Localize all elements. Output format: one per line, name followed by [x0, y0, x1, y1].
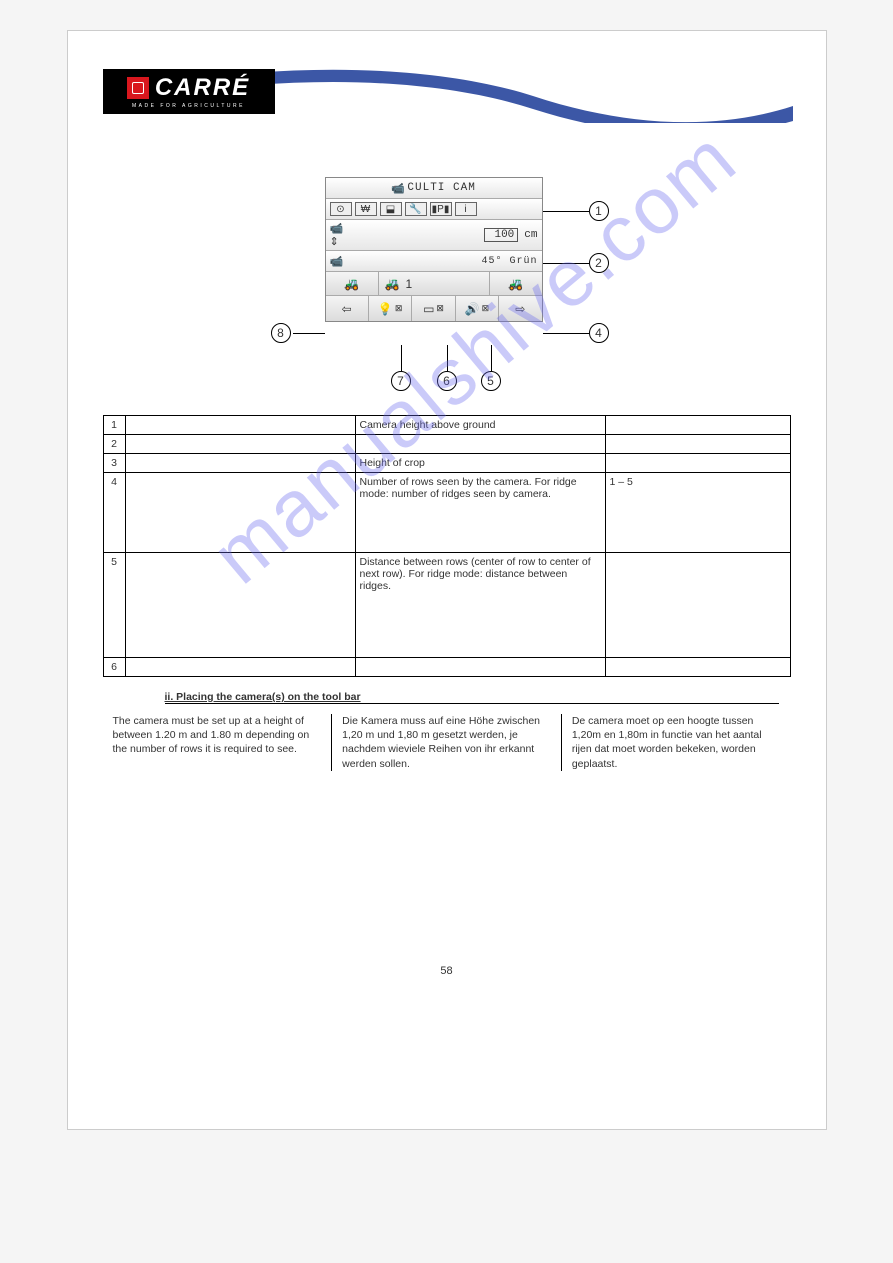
parameter-table: 1 Camera height above ground 2 3 Height …: [103, 415, 791, 677]
count-cell: 🚜 1: [379, 272, 490, 295]
toolbar-icon: 🔧: [405, 202, 427, 216]
cell-desc: Height of crop: [355, 454, 605, 473]
col-de-text: Die Kamera muss auf eine Höhe zwischen 1…: [342, 714, 551, 771]
cell-idx: 1: [103, 416, 125, 435]
table-row: 2: [103, 435, 790, 454]
cell-idx: 5: [103, 553, 125, 658]
screen-color-row: 📹 45° Grün: [326, 251, 542, 272]
cell-name: [125, 473, 355, 553]
logo-tagline: MADE FOR AGRICULTURE: [132, 103, 245, 109]
height-unit: cm: [524, 229, 537, 241]
toolbar-icon: ⊙: [330, 202, 352, 216]
col-en: The camera must be set up at a height of…: [103, 714, 333, 771]
toolbar-icon: ₩: [355, 202, 377, 216]
cell-name: [125, 435, 355, 454]
angle-icon: 📹: [330, 255, 344, 268]
callout-line: [447, 345, 448, 371]
height-value: 100: [484, 228, 518, 242]
callout-1: 1: [589, 201, 609, 221]
screen-bottom-row: ⇦ 💡⊠ ▭⊠ 🔊⊠ ⇨: [326, 295, 542, 321]
page-header: CARRÉ MADE FOR AGRICULTURE: [103, 51, 791, 123]
col-nl-text: De camera moet op een hoogte tussen 1,20…: [572, 714, 781, 771]
cell-desc: Camera height above ground: [355, 416, 605, 435]
cell-desc: Distance between rows (center of row to …: [355, 553, 605, 658]
text-columns: The camera must be set up at a height of…: [103, 714, 791, 771]
camera-icon: 📹: [391, 182, 405, 195]
page-number: 58: [103, 965, 791, 977]
callout-line: [491, 345, 492, 371]
col-nl: De camera moet op een hoogte tussen 1,20…: [562, 714, 791, 771]
section-title: ii. Placing the camera(s) on the tool ba…: [165, 691, 791, 703]
cell-vals: [605, 435, 790, 454]
cell-name: [125, 553, 355, 658]
callout-line: [543, 263, 589, 264]
tractor-left-icon: 🚜: [326, 272, 379, 295]
table-row: 5 Distance between rows (center of row t…: [103, 553, 790, 658]
logo-square-icon: [127, 77, 149, 99]
callout-8: 8: [271, 323, 291, 343]
toolbar-icon: ⬓: [380, 202, 402, 216]
callout-line: [543, 211, 589, 212]
screen-toolbar-row: ⊙ ₩ ⬓ 🔧 ▮P▮ i: [326, 199, 542, 220]
table-row: 1 Camera height above ground: [103, 416, 790, 435]
section-underline: [165, 703, 779, 704]
cell-name: [125, 416, 355, 435]
screen-title-row: 📹 CULTI CAM: [326, 178, 542, 199]
toolbar-icon: ▮P▮: [430, 202, 452, 216]
logo-carre: CARRÉ MADE FOR AGRICULTURE: [103, 69, 275, 114]
light-toggle-icon: 💡⊠: [369, 296, 412, 321]
screen-footer-row: 🚜 🚜 1 🚜: [326, 272, 542, 295]
table-row: 6: [103, 658, 790, 677]
cell-desc: Number of rows seen by the camera. For r…: [355, 473, 605, 553]
sound-toggle-icon: 🔊⊠: [456, 296, 499, 321]
cell-desc: [355, 435, 605, 454]
callout-line: [543, 333, 589, 334]
cell-vals: [605, 416, 790, 435]
cell-name: [125, 658, 355, 677]
col-de: Die Kamera muss auf eine Höhe zwischen 1…: [332, 714, 562, 771]
cell-idx: 4: [103, 473, 125, 553]
screen-title: CULTI CAM: [407, 182, 475, 194]
camera-height-icon: 📹⇕: [330, 222, 344, 248]
arrow-left-icon: ⇦: [326, 296, 369, 321]
toolbar-icon: i: [455, 202, 477, 216]
cell-vals: [605, 658, 790, 677]
callout-line: [293, 333, 325, 334]
callout-2: 2: [589, 253, 609, 273]
table-row: 4 Number of rows seen by the camera. For…: [103, 473, 790, 553]
col-en-text: The camera must be set up at a height of…: [113, 714, 322, 757]
cell-desc: [355, 658, 605, 677]
cell-vals: [605, 454, 790, 473]
cell-idx: 6: [103, 658, 125, 677]
table-row: 3 Height of crop: [103, 454, 790, 473]
row-toggle-icon: ▭⊠: [412, 296, 455, 321]
cell-name: [125, 454, 355, 473]
cell-idx: 3: [103, 454, 125, 473]
cell-vals: [605, 553, 790, 658]
arrow-right-icon: ⇨: [499, 296, 541, 321]
callout-5: 5: [481, 371, 501, 391]
manual-page: manualshive.com CARRÉ MADE FOR AGRICULTU…: [67, 30, 827, 1130]
color-value: 45° Grün: [481, 256, 537, 267]
cell-idx: 2: [103, 435, 125, 454]
callout-line: [401, 345, 402, 371]
tractor-right-icon: 🚜: [490, 272, 542, 295]
logo-text: CARRÉ: [155, 74, 250, 102]
cell-vals: 1 – 5: [605, 473, 790, 553]
count-value: 1: [405, 277, 412, 291]
callout-7: 7: [391, 371, 411, 391]
screen-height-row: 📹⇕ 100 cm: [326, 220, 542, 251]
callout-4: 4: [589, 323, 609, 343]
device-screen: 📹 CULTI CAM ⊙ ₩ ⬓ 🔧 ▮P▮ i 📹⇕ 100 cm: [325, 177, 543, 322]
device-screenshot: 📹 CULTI CAM ⊙ ₩ ⬓ 🔧 ▮P▮ i 📹⇕ 100 cm: [277, 173, 617, 403]
callout-6: 6: [437, 371, 457, 391]
